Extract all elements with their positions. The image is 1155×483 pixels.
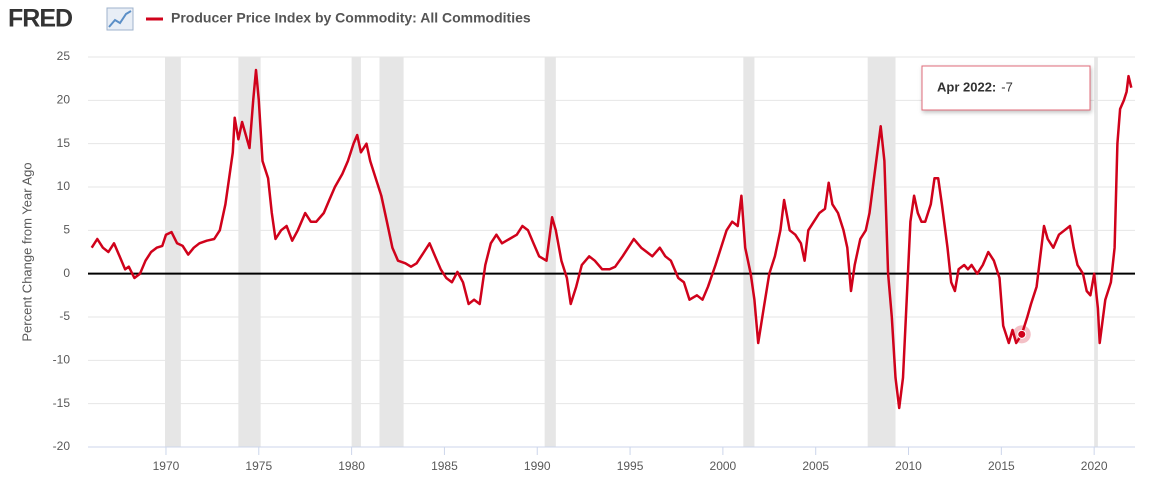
- recession-band: [351, 57, 361, 447]
- recession-band: [165, 57, 181, 447]
- recession-band: [238, 57, 261, 447]
- x-tick-label: 2000: [710, 459, 737, 473]
- y-tick-label: 15: [57, 136, 71, 150]
- y-tick-label: -20: [53, 439, 71, 453]
- recession-band: [544, 57, 556, 447]
- y-tick-label: 25: [57, 49, 71, 63]
- tooltip-label: Apr 2022:: [937, 79, 996, 94]
- x-tick-label: 2005: [802, 459, 829, 473]
- x-tick-label: 2015: [988, 459, 1015, 473]
- hover-point: [1017, 329, 1027, 339]
- y-tick-label: 10: [57, 179, 71, 193]
- series-line: [90, 68, 1133, 410]
- y-tick-label: -15: [53, 396, 71, 410]
- x-tick-label: 2020: [1081, 459, 1108, 473]
- x-tick-label: 1985: [431, 459, 458, 473]
- brand: FRED: [8, 5, 72, 33]
- y-tick-label: -5: [59, 309, 70, 323]
- tooltip-value: -7: [1001, 79, 1013, 94]
- recession-band: [867, 57, 896, 447]
- brand-icon: [106, 7, 134, 31]
- y-tick-label: 20: [57, 93, 71, 107]
- tooltip: Apr 2022: -7: [921, 65, 1091, 111]
- x-tick-label: 1970: [153, 459, 180, 473]
- x-tick-label: 2010: [895, 459, 922, 473]
- recession-band: [743, 57, 755, 447]
- y-tick-label: 0: [63, 266, 70, 280]
- x-tick-label: 1980: [338, 459, 365, 473]
- x-tick-label: 1975: [245, 459, 272, 473]
- recession-band: [1094, 57, 1098, 447]
- y-axis-title: Percent Change from Year Ago: [19, 162, 34, 341]
- x-tick-label: 1990: [524, 459, 551, 473]
- y-tick-label: 5: [63, 223, 70, 237]
- x-tick-label: 1995: [617, 459, 644, 473]
- recession-band: [379, 57, 404, 447]
- y-tick-label: -10: [53, 353, 71, 367]
- legend-label: Producer Price Index by Commodity: All C…: [171, 10, 531, 26]
